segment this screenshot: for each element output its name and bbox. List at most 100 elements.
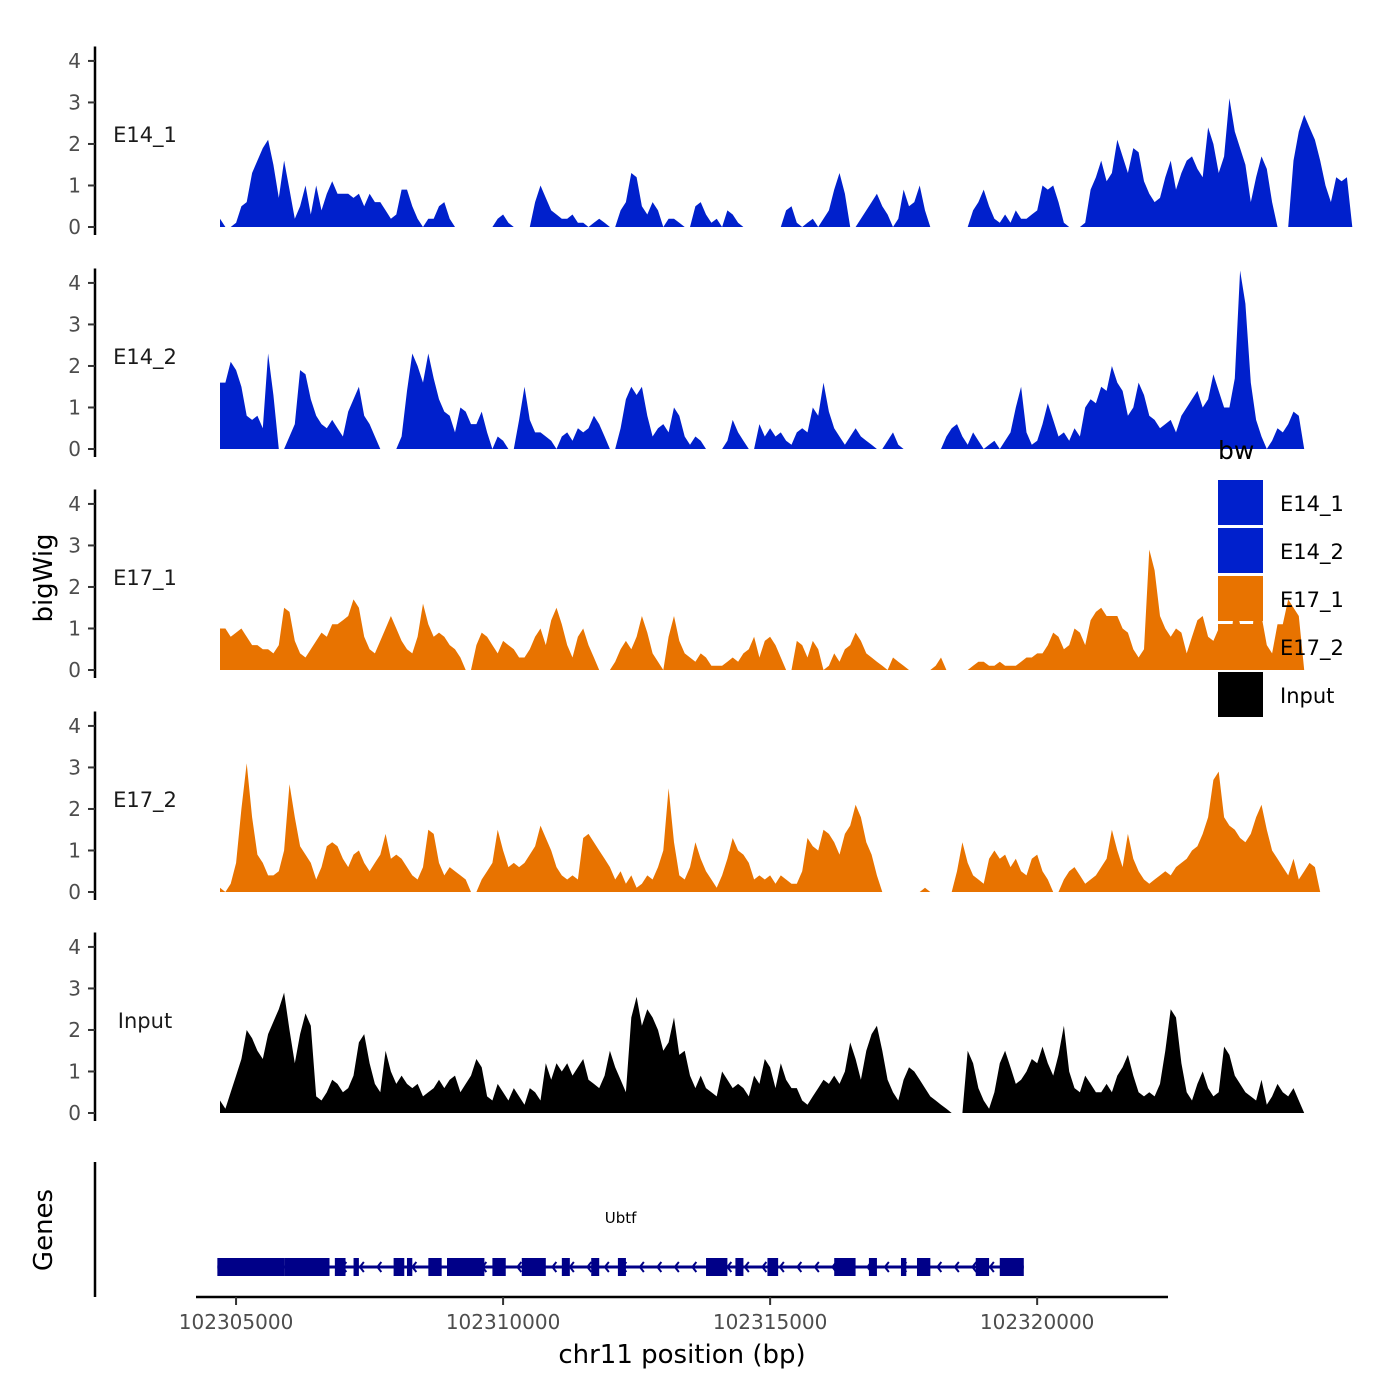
gene-exon [393,1258,405,1276]
coverage-area [230,139,423,227]
y-tick-label: 1 [68,395,81,419]
coverage-area [220,353,279,449]
track-label: Input [118,1009,172,1033]
strand-arrow [761,1261,768,1273]
coverage-area [930,657,947,670]
gene-exon [521,1258,546,1276]
y-tick-label: 2 [68,354,81,378]
x-tick-label: 102320000 [980,1310,1095,1334]
coverage-area [513,386,557,449]
legend-item-e17-1: E17_1 [1218,576,1344,621]
strand-arrow [971,1261,978,1273]
track-label: E14_1 [113,123,177,148]
coverage-area [1266,411,1305,449]
coverage-area [396,353,493,449]
coverage-area [983,440,1000,449]
coverage-area [1288,114,1353,227]
coverage-area [615,386,706,449]
y-tick-label: 4 [68,492,81,516]
legend-swatch [1218,672,1263,717]
gene-exon [561,1258,570,1276]
y-tick-label: 3 [68,533,81,557]
coverage-area [220,992,952,1113]
gene-exon [975,1258,990,1276]
y-tick-label: 0 [68,1101,81,1125]
strand-arrow [638,1261,645,1273]
gene-exon [217,1258,285,1276]
gene-label: Ubtf [605,1209,637,1227]
gene-exon [447,1258,485,1276]
legend-item-e14-1: E14_1 [1218,480,1344,525]
x-tick-label: 102305000 [179,1310,294,1334]
coverage-area [609,616,664,670]
y-tick-label: 3 [68,755,81,779]
y-tick-label: 4 [68,714,81,738]
legend-label: E14_2 [1280,540,1344,565]
coverage-area [722,419,749,449]
y-tick-label: 1 [68,838,81,862]
y-tick-label: 4 [68,935,81,959]
gene-exon [334,1258,346,1276]
gene-exon [316,1258,330,1276]
coverage-area [1079,98,1278,227]
track-e17-2: 0 1 2 3 4 E17_2 [68,711,1321,904]
coverage-area [476,788,883,892]
strand-arrow [743,1261,750,1273]
coverage-area [423,202,455,227]
x-axis: 102305000 102310000 102315000 102320000 [179,1295,1168,1334]
strand-arrow [988,1261,995,1273]
coverage-area [951,842,1054,892]
y-tick-label: 2 [68,132,81,156]
legend-label: E17_1 [1280,588,1344,613]
legend-item-e14-2: E14_2 [1218,528,1344,573]
coverage-area [220,599,466,670]
track-e17-1: 0 1 2 3 4 E17_1 [68,489,1305,682]
track-label: E17_1 [113,566,177,591]
coverage-area [818,173,851,227]
legend-label: E17_2 [1280,636,1344,661]
legend-item-input: Input [1218,672,1334,717]
y-tick-label: 2 [68,797,81,821]
strand-arrow [551,1261,558,1273]
coverage-area [967,185,1070,227]
y-tick-label: 0 [68,215,81,239]
y-tick-label: 0 [68,658,81,682]
legend-label: E14_1 [1280,492,1344,517]
coverage-area [754,382,877,449]
coverage-area [791,640,824,670]
coverage-area [919,887,931,892]
gene-exon [284,1258,319,1276]
y-tick-label: 2 [68,1018,81,1042]
coverage-area [492,214,514,227]
gene-exon [492,1258,506,1276]
gene-exon [591,1258,600,1276]
gene-exon [428,1258,442,1276]
y-tick-label: 0 [68,437,81,461]
strand-arrow [953,1261,960,1273]
gene-exon [900,1258,907,1276]
coverage-area [962,1009,1305,1113]
strand-arrow [411,1261,418,1273]
y-tick-label: 1 [68,1059,81,1083]
strand-arrow [778,1261,785,1273]
coverage-area [823,632,888,670]
legend: bw E14_1 E14_2 E17_1 E17_2 Input [1218,436,1344,717]
gene-exon [735,1258,744,1276]
gene-exon [868,1258,877,1276]
legend-label: Input [1280,684,1334,708]
coverage-area [887,657,909,670]
gene-exon [834,1258,856,1276]
legend-swatch [1218,528,1263,573]
gene-exon [617,1258,626,1276]
y-axis-title: bigWig [29,533,59,622]
strand-arrow [603,1261,610,1273]
coverage-area [882,432,904,449]
legend-swatch [1218,576,1263,621]
y-tick-label: 1 [68,616,81,640]
coverage-area [492,436,509,449]
coverage-area [780,206,803,227]
legend-title: bw [1218,436,1254,465]
strand-arrow [673,1261,680,1273]
gene-exon [406,1258,413,1276]
